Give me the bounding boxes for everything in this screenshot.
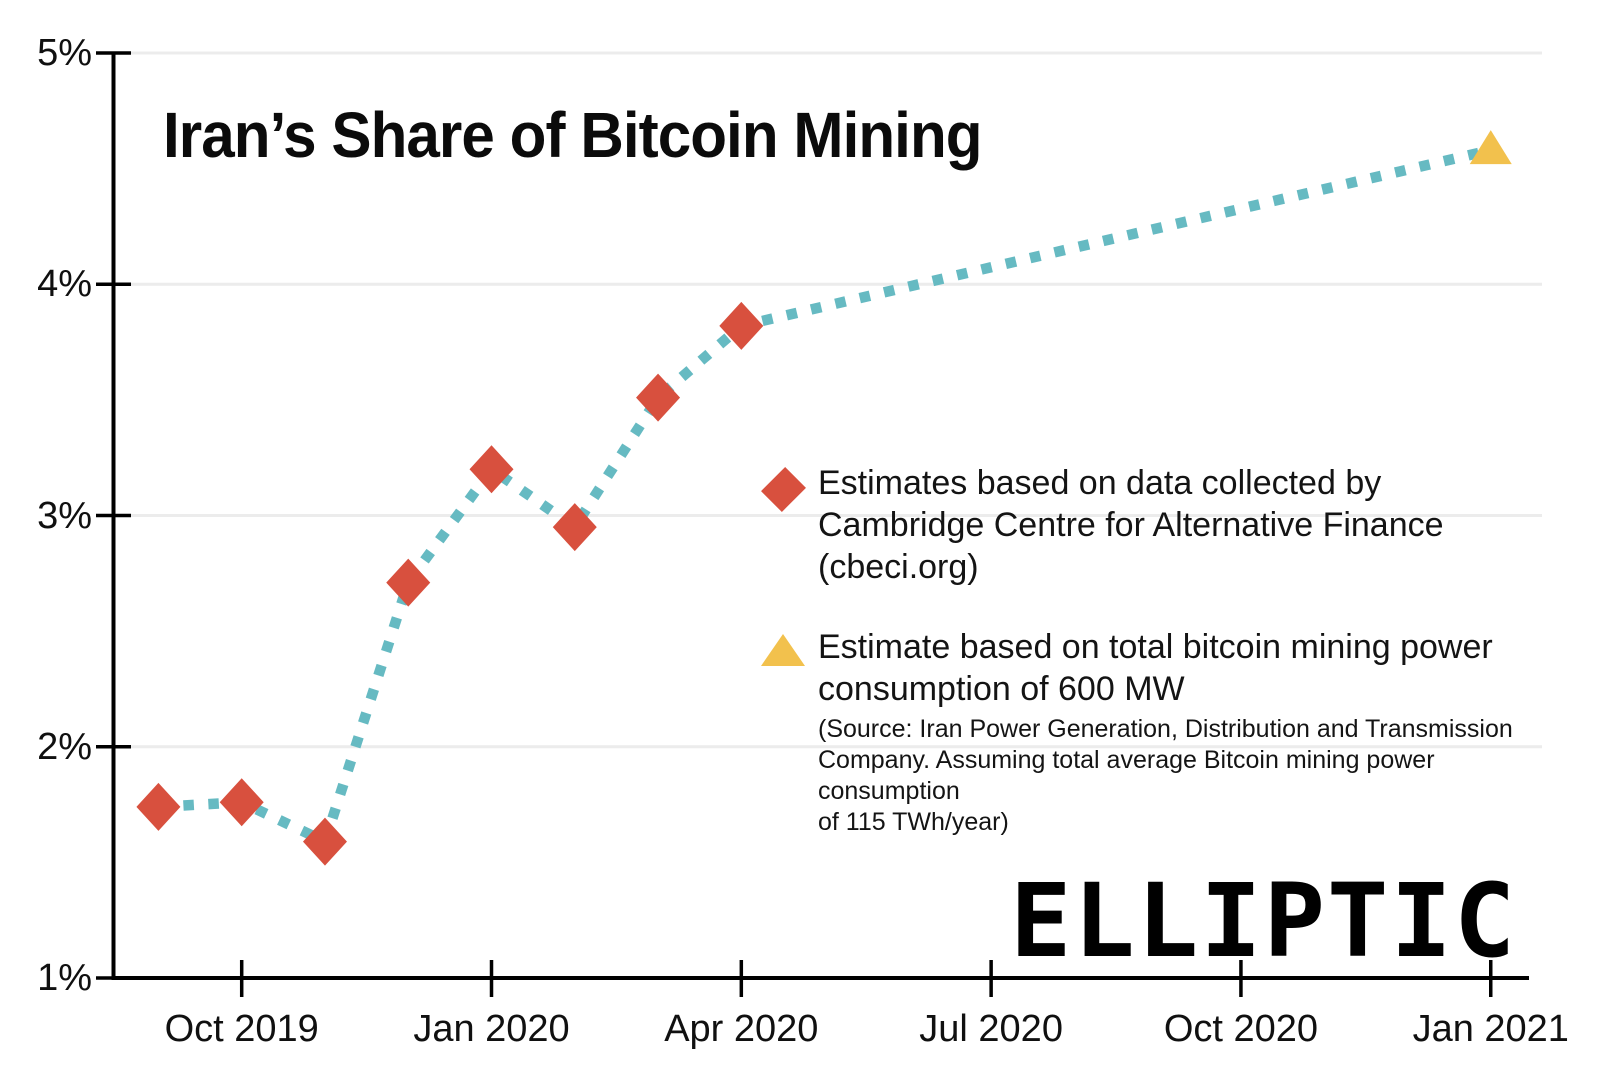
diamond-data-point (719, 301, 764, 350)
legend-item-cbeci: Estimates based on data collected by Cam… (748, 462, 1508, 588)
diamond-data-point (386, 558, 431, 607)
legend-600mw-label: Estimate based on total bitcoin mining p… (818, 628, 1493, 708)
diamond-data-point (219, 778, 264, 827)
triangle-marker-icon (761, 634, 805, 666)
x-tick-label: Jan 2020 (413, 1008, 570, 1050)
legend-marker-col (748, 462, 818, 588)
x-tick-label: Jul 2020 (919, 1008, 1063, 1050)
y-tick-label: 2% (37, 725, 92, 768)
diamond-data-point (636, 373, 681, 422)
triangle-data-point (1469, 130, 1512, 165)
diamond-data-point (469, 445, 514, 494)
x-tick-label: Oct 2020 (1163, 1008, 1319, 1050)
x-tick-label: Jan 2021 (1412, 1008, 1569, 1050)
diamond-marker-icon (760, 467, 806, 512)
legend-item-600mw: Estimate based on total bitcoin mining p… (748, 626, 1538, 838)
y-tick-label: 5% (37, 32, 92, 74)
diamond-data-point (136, 782, 181, 831)
x-tick-label: Oct 2019 (164, 1008, 319, 1050)
diamond-data-point (302, 817, 347, 866)
y-tick-label: 1% (37, 957, 92, 999)
elliptic-logo: ELLIPTIC (1010, 862, 1518, 981)
y-tick-label: 3% (37, 494, 92, 537)
legend-marker-col (748, 626, 818, 838)
legend-cbeci-label: Estimates based on data collected by Cam… (818, 464, 1444, 586)
diamond-data-point (552, 503, 597, 552)
y-tick-label: 4% (37, 263, 92, 306)
chart-title: Iran’s Share of Bitcoin Mining (163, 99, 983, 171)
x-tick-label: Apr 2020 (664, 1008, 819, 1050)
legend-600mw-source: (Source: Iran Power Generation, Distribu… (818, 715, 1513, 836)
